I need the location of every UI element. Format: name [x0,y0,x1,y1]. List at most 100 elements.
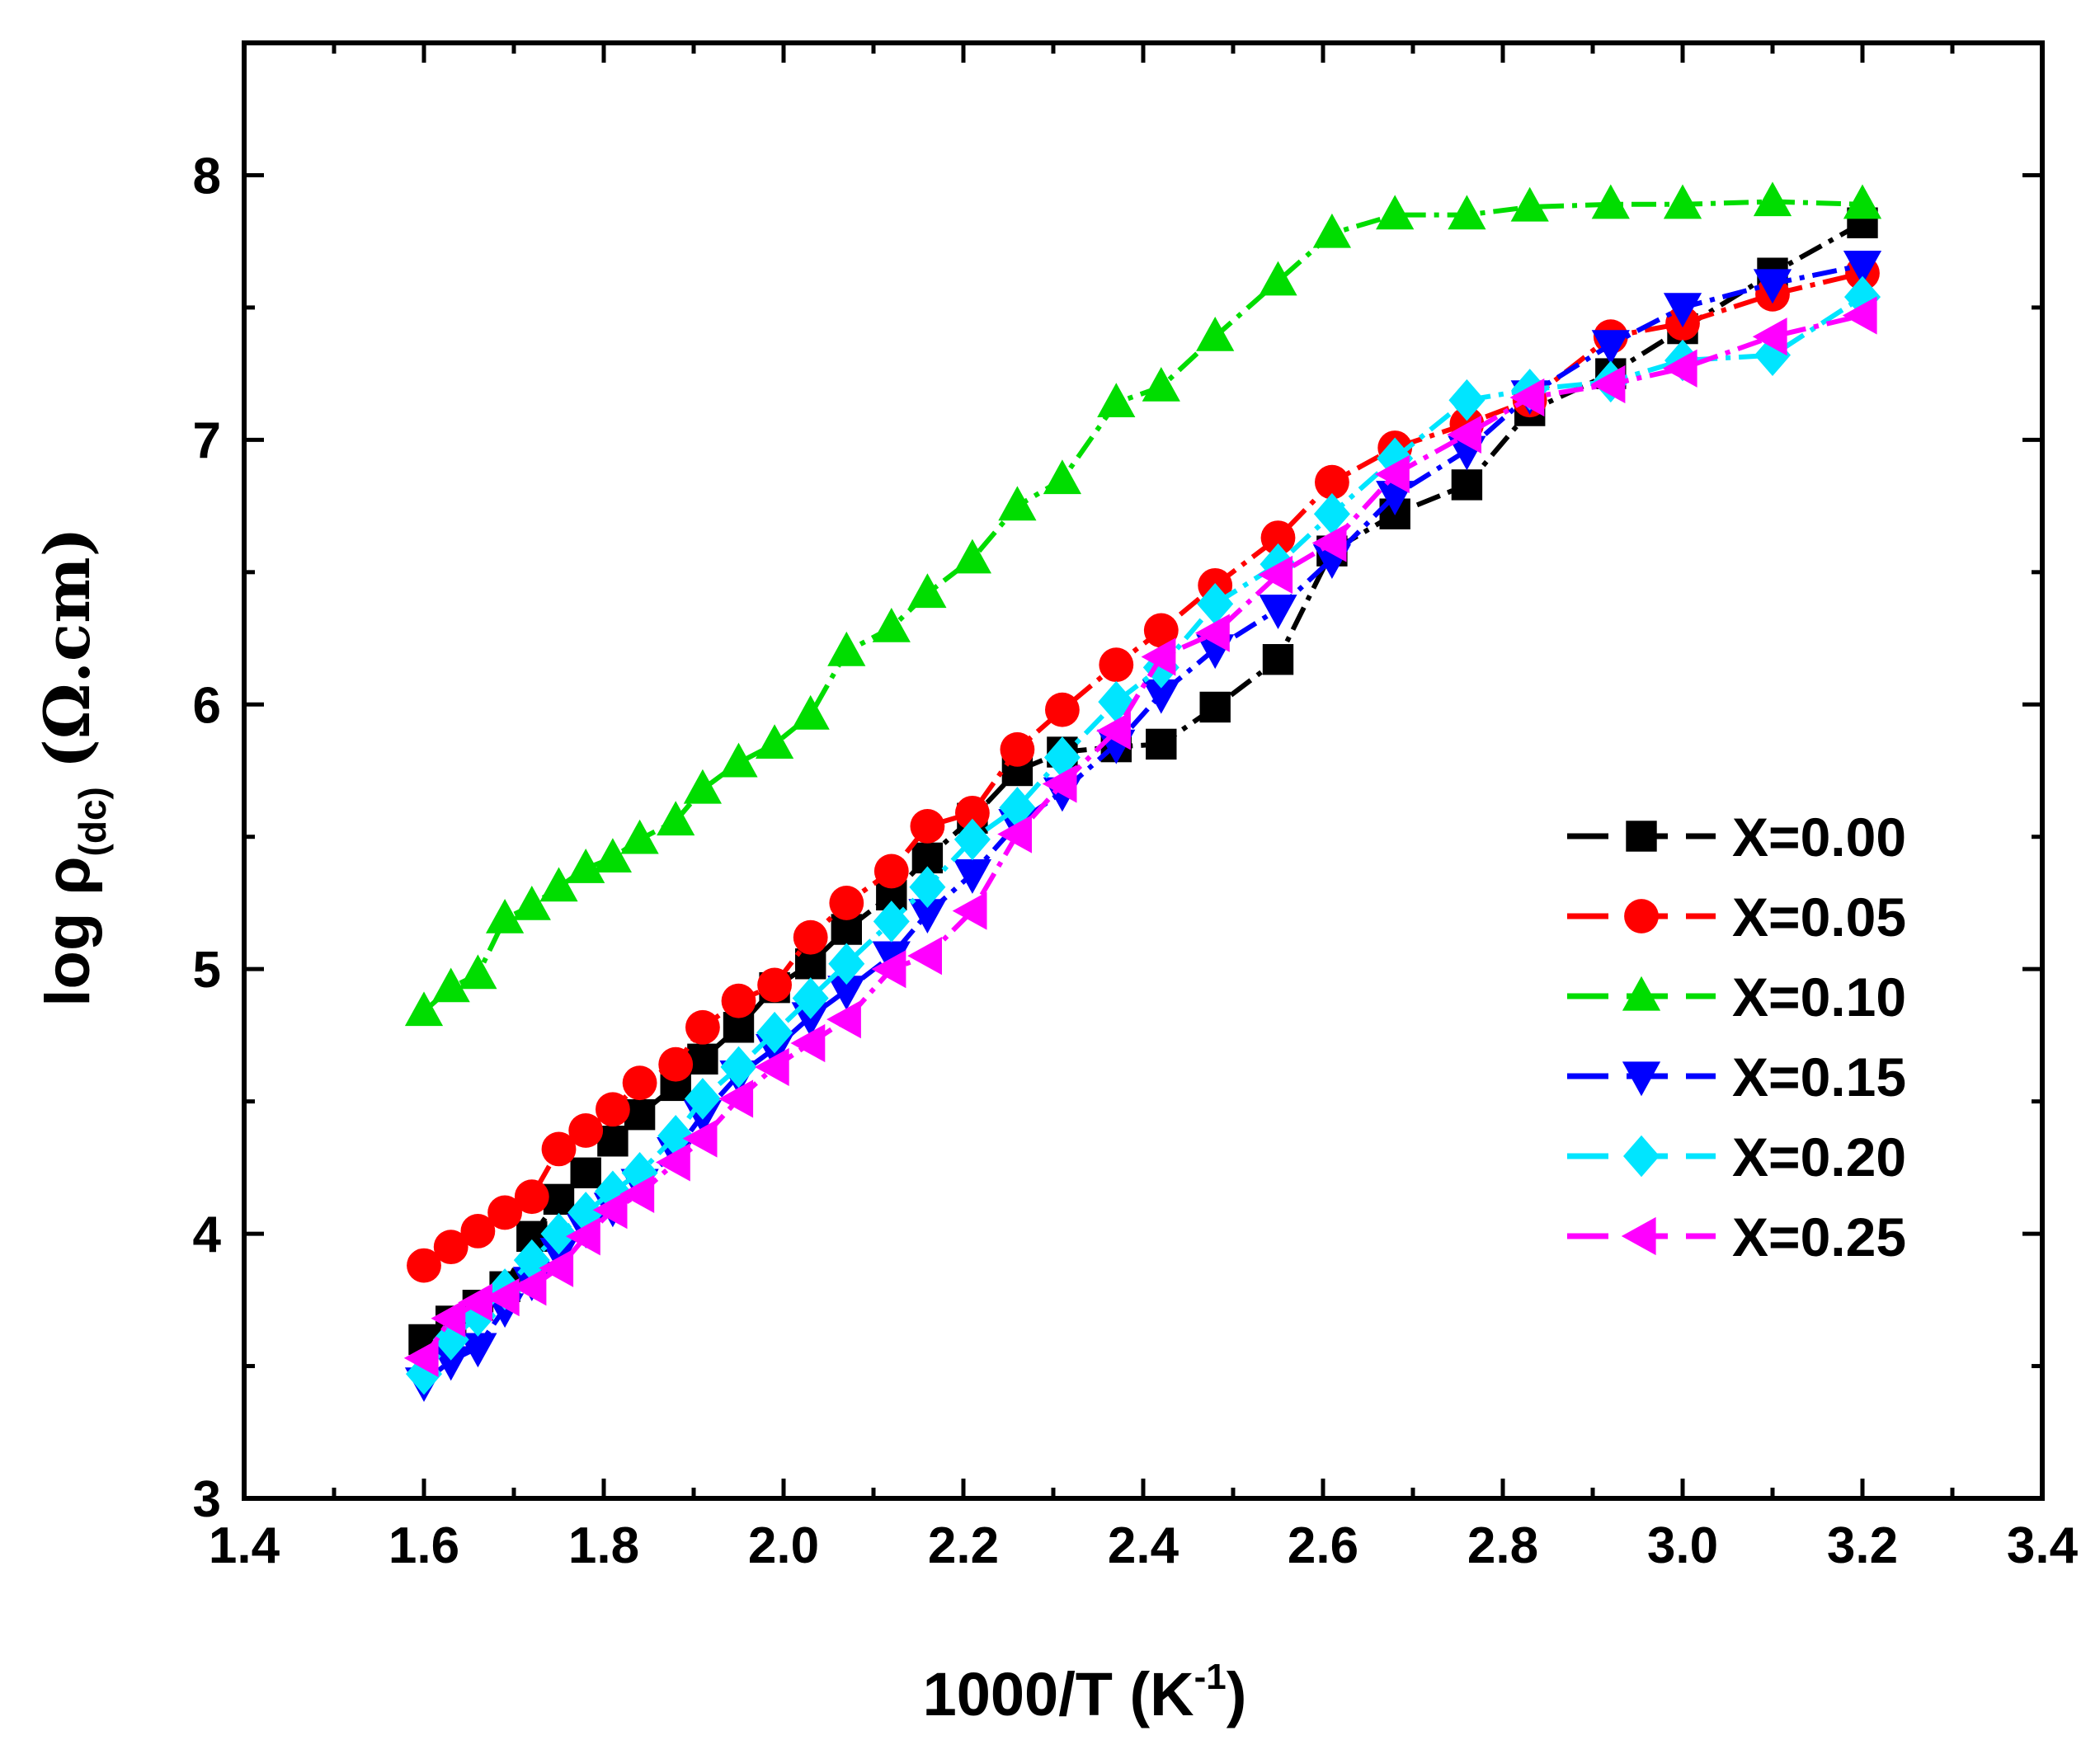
data-point [566,1217,600,1256]
data-point [685,1009,720,1045]
data-point [908,899,947,933]
data-point [539,1237,578,1272]
data-point [1622,1061,1661,1097]
legend-item: X=0.05 [1567,886,1906,948]
data-point [1146,728,1177,760]
data-point [567,849,605,883]
data-point [793,919,828,955]
data-point [682,1119,718,1158]
legend-item: X=0.25 [1567,1206,1906,1267]
data-point [1626,821,1657,852]
legend-label: X=0.20 [1732,1126,1906,1187]
x-tick-label: 1.4 [209,1517,280,1574]
data-point [431,1346,470,1381]
data-point [721,983,756,1018]
x-tick-label: 3.4 [2007,1517,2079,1574]
data-point [1097,383,1136,418]
data-point [486,899,525,933]
data-point [460,1213,496,1249]
data-point [431,1299,466,1338]
data-point [953,859,991,894]
y-axis-title: log ρ(dc)(Ω.cm) [31,527,114,1006]
x-tick-label: 3.0 [1647,1517,1718,1574]
data-point [907,937,942,976]
x-tick-label: 1.6 [388,1517,459,1574]
data-point [1096,712,1131,750]
series-X=0.25 [403,296,1877,1378]
data-point [687,1043,718,1075]
data-point [619,1174,655,1214]
data-point [1197,583,1234,625]
data-point [1753,269,1792,304]
data-point [514,1179,549,1215]
data-point [1259,261,1297,296]
data-point [539,1249,574,1287]
data-point [658,1046,694,1082]
data-point [433,1230,468,1265]
x-tick-label: 2.8 [1467,1517,1538,1574]
data-point [756,724,794,759]
data-point [1590,364,1626,404]
legend-item: X=0.00 [1567,807,1906,868]
data-point [511,1267,547,1306]
series-line [422,199,1863,1013]
data-point [720,1046,757,1089]
data-point [622,1065,657,1101]
data-point [541,1131,577,1167]
data-point [1448,195,1486,230]
y-tick-label: 6 [193,677,221,734]
data-point [624,1098,656,1131]
data-point [1451,469,1483,501]
y-tick-label: 8 [193,148,221,205]
data-point [1142,679,1180,714]
data-point [952,891,987,930]
data-point [754,1047,789,1087]
data-point [827,631,866,666]
data-point [487,1195,522,1230]
data-point [568,1113,604,1148]
data-point [512,885,551,920]
data-point [953,818,991,861]
data-point [909,866,946,908]
data-point [791,694,830,730]
data-point [872,608,911,642]
data-point [1043,459,1081,495]
data-point [484,1278,520,1317]
data-point [1099,647,1134,683]
data-point [1260,520,1296,555]
data-point [684,1078,721,1120]
y-tick-label: 4 [193,1206,222,1263]
y-tick-label: 5 [193,942,221,999]
data-point [1447,415,1481,454]
data-point [792,977,829,1019]
data-point [539,867,578,902]
data-point [1199,691,1231,723]
legend-label: X=0.15 [1732,1046,1906,1107]
data-point [596,1092,630,1127]
x-tick-label: 3.2 [1827,1517,1898,1574]
data-point [1313,492,1350,535]
x-tick-label: 2.0 [748,1517,819,1574]
legend-item: X=0.15 [1567,1046,1906,1107]
data-point [1195,614,1230,652]
data-point [953,538,991,574]
data-point [540,1212,577,1255]
data-point [459,954,497,990]
data-point [1258,555,1293,595]
data-point [1377,437,1414,480]
data-point [998,486,1037,521]
data-point [1315,464,1349,500]
data-point [1842,296,1877,335]
data-point [1622,976,1661,1011]
legend: X=0.00 X=0.05 X=0.10 X=0.15 X=0.20 X=0.25 [1567,807,1906,1267]
data-point [656,1143,690,1182]
data-point [620,819,659,854]
data-point [827,976,866,1011]
data-point [719,742,758,778]
data-point [828,943,865,985]
data-point [431,967,470,1003]
data-point [1624,899,1659,933]
y-tick-labels: 3 4 5 6 7 8 [193,148,222,1528]
data-point [1752,317,1787,356]
